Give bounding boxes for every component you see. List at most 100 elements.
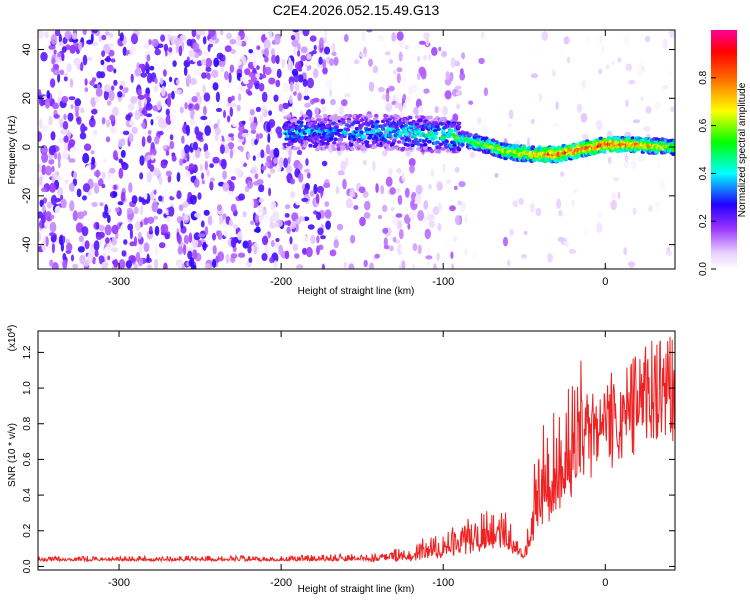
heatmap-cell (146, 264, 152, 269)
heatmap-cell (235, 60, 242, 66)
heatmap-cell (463, 248, 468, 256)
heatmap-cell (398, 229, 404, 240)
heatmap-cell (264, 56, 269, 63)
heatmap-cell (250, 121, 257, 131)
heatmap-cell (169, 134, 174, 141)
heatmap-cell (200, 220, 205, 228)
heatmap-cell (38, 89, 42, 96)
heatmap-cell (181, 135, 185, 144)
heatmap-cell (353, 205, 359, 210)
heatmap-cell (134, 221, 141, 231)
heatmap-cell (242, 162, 248, 167)
heatmap-cell (188, 232, 193, 244)
heatmap-cell (439, 106, 444, 114)
heatmap-cell (217, 118, 220, 126)
heatmap-cell (192, 57, 197, 63)
heatmap-cell (194, 178, 200, 188)
heatmap-cell (192, 249, 198, 260)
heatmap-cell (655, 201, 661, 210)
heatmap-cell (293, 75, 300, 83)
heatmap-cell (163, 262, 168, 269)
heatmap-cell (401, 171, 405, 182)
heatmap-cell (39, 118, 43, 129)
heatmap-cell (146, 253, 150, 263)
heatmap-cell (284, 220, 291, 226)
heatmap-cell (146, 135, 152, 144)
heatmap-cell (300, 55, 307, 62)
heatmap-cell (593, 146, 598, 150)
heatmap-cell (512, 200, 518, 208)
heatmap-cell (332, 141, 337, 145)
heatmap-cell (346, 119, 352, 124)
heatmap-cell (75, 222, 84, 233)
heatmap-cell (178, 204, 184, 212)
heatmap-cell (444, 90, 452, 100)
heatmap-cell (306, 172, 311, 179)
heatmap-cell (431, 46, 438, 56)
heatmap-cell (172, 60, 177, 67)
heatmap-cell (38, 30, 44, 39)
heatmap-cell (396, 67, 403, 73)
heatmap-cell (225, 253, 230, 264)
heatmap-cell (408, 211, 416, 220)
heatmap-cell (160, 34, 166, 42)
heatmap-cell (596, 120, 603, 131)
heatmap-cell (416, 55, 421, 62)
heatmap-cell (215, 107, 223, 113)
heatmap-cell (380, 253, 384, 258)
heatmap-cell (217, 230, 223, 241)
heatmap-cell (385, 147, 390, 151)
heatmap-cell (186, 153, 190, 162)
heatmap-cell (113, 68, 117, 74)
heatmap-cell (375, 120, 380, 124)
heatmap-cell (318, 56, 323, 65)
heatmap-cell (44, 97, 51, 109)
heatmap-cell (361, 134, 366, 139)
heatmap-cell (137, 88, 142, 96)
heatmap-cell (230, 176, 237, 181)
heatmap-cell (125, 114, 132, 121)
heatmap-cell (51, 262, 59, 269)
heatmap-cell (253, 228, 261, 233)
heatmap-cell (317, 227, 324, 236)
heatmap-cell (66, 63, 72, 73)
heatmap-cell (141, 136, 146, 148)
heatmap-cell (259, 114, 263, 124)
heatmap-cell (138, 63, 145, 69)
heatmap-cell (63, 135, 69, 143)
heatmap-cell (115, 207, 120, 213)
heatmap-cell (97, 122, 102, 132)
heatmap-cell (85, 165, 91, 172)
snr-multiplier-label: (x104) (7, 325, 19, 352)
heatmap-cell (418, 118, 423, 123)
heatmap-cell (295, 218, 302, 225)
heatmap-cell (74, 98, 82, 107)
heatmap-cell (83, 126, 88, 131)
heatmap-cell (202, 241, 207, 251)
heatmap-cell (640, 96, 644, 102)
heatmap-cell (434, 131, 439, 136)
heatmap-cell (359, 52, 366, 58)
heatmap-cell (248, 49, 253, 54)
y-tick-label: 0.8 (22, 416, 33, 430)
heatmap-cell (442, 135, 447, 140)
heatmap-cell (42, 46, 47, 52)
heatmap-cell (380, 185, 385, 195)
heatmap-cell (268, 187, 272, 197)
heatmap-cell (434, 106, 439, 114)
heatmap-cell (334, 122, 339, 127)
heatmap-cell (180, 220, 184, 230)
heatmap-cell (86, 39, 93, 45)
heatmap-cell (346, 124, 352, 128)
heatmap-cell (507, 259, 511, 267)
heatmap-cell (375, 124, 380, 129)
heatmap-cell (411, 264, 416, 269)
heatmap-cell (158, 242, 166, 249)
heatmap-cell (404, 132, 410, 137)
heatmap-cell (333, 239, 339, 249)
heatmap-cell (672, 139, 675, 143)
heatmap-cell (77, 211, 85, 220)
heatmap-cell (212, 82, 219, 91)
heatmap-cell (214, 127, 221, 136)
